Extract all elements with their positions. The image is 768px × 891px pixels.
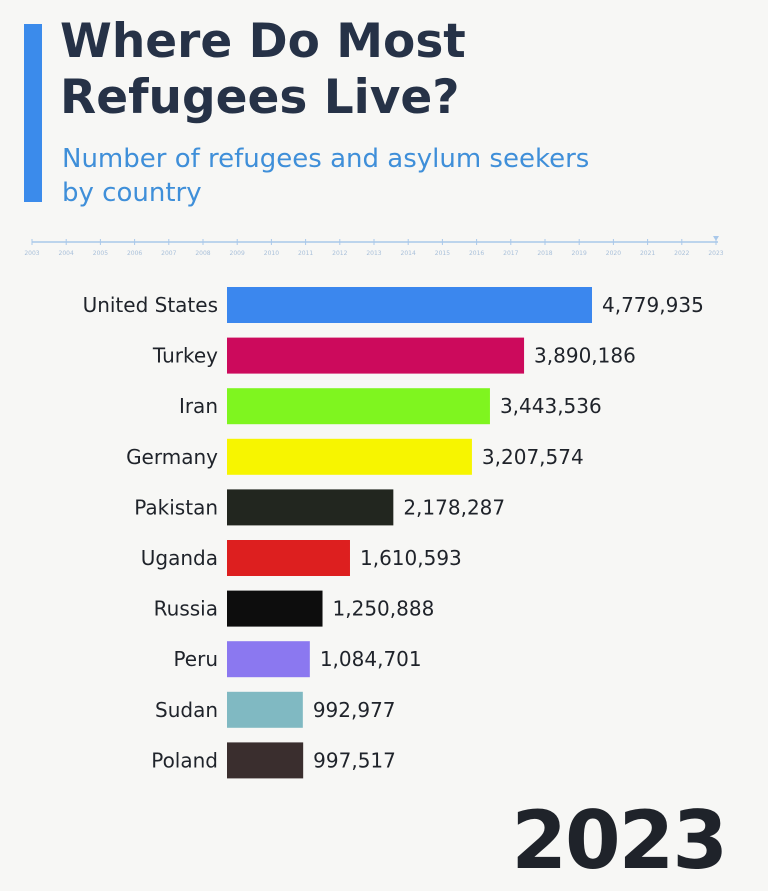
value-label: 2,178,287 xyxy=(403,495,505,519)
timeline-year-label: 2020 xyxy=(606,250,621,257)
value-label: 1,084,701 xyxy=(320,647,422,671)
category-label: Germany xyxy=(126,445,218,469)
timeline-ticks: 2003 2004 2005 2006 2007 2008 2009 2010 2011 2012… xyxy=(24,236,724,257)
timeline-year-label: 2019 xyxy=(572,250,587,257)
timeline-year-label: 2023 xyxy=(708,250,723,257)
value-label: 997,517 xyxy=(313,748,396,772)
timeline-year-label: 2005 xyxy=(93,250,108,257)
bars: United States 4,779,935 Turkey 3,890,186 Ira… xyxy=(83,287,704,779)
value-label: 992,977 xyxy=(313,698,396,722)
timeline-year-label: 2021 xyxy=(640,250,655,257)
timeline-year-label: 2013 xyxy=(366,250,381,257)
timeline-year-label: 2014 xyxy=(401,250,416,257)
chart-subtitle-line-1: Number of refugees and asylum seekers xyxy=(62,144,590,174)
timeline: 2003 2004 2005 2006 2007 2008 2009 2010 2011 2012… xyxy=(24,236,724,257)
year-label: 2023 xyxy=(511,794,728,887)
timeline-year-label: 2017 xyxy=(503,250,518,257)
category-label: Uganda xyxy=(141,546,218,570)
value-label: 3,890,186 xyxy=(534,344,636,368)
bar xyxy=(227,489,394,526)
timeline-year-label: 2016 xyxy=(469,250,484,257)
bar xyxy=(227,641,310,678)
bar xyxy=(227,590,323,627)
timeline-year-label: 2006 xyxy=(127,250,142,257)
timeline-year-label: 2003 xyxy=(24,250,39,257)
value-label: 3,443,536 xyxy=(500,394,602,418)
category-label: Poland xyxy=(151,748,218,772)
category-label: United States xyxy=(83,293,218,317)
value-label: 3,207,574 xyxy=(482,445,584,469)
timeline-year-label: 2008 xyxy=(195,250,210,257)
chart-title-line-1: Where Do Most xyxy=(60,14,466,69)
chart-title-line-2: Refugees Live? xyxy=(60,70,460,125)
bar xyxy=(227,742,304,779)
category-label: Russia xyxy=(154,597,218,621)
timeline-year-label: 2009 xyxy=(230,250,245,257)
chart-subtitle-line-2: by country xyxy=(62,178,202,208)
value-label: 4,779,935 xyxy=(602,293,704,317)
timeline-year-label: 2011 xyxy=(298,250,313,257)
bar xyxy=(227,438,472,475)
bar xyxy=(227,540,350,576)
chart-title: Where Do Most Refugees Live? xyxy=(60,14,660,126)
timeline-year-label: 2018 xyxy=(537,250,552,257)
bar xyxy=(227,388,490,425)
bar-chart: United States 4,779,935 Turkey 3,890,186 Ira… xyxy=(83,287,704,779)
bar xyxy=(227,287,592,323)
category-label: Iran xyxy=(179,394,218,418)
timeline-year-label: 2004 xyxy=(59,250,74,257)
category-label: Pakistan xyxy=(134,495,218,519)
timeline-year-label: 2015 xyxy=(435,250,450,257)
timeline-year-label: 2010 xyxy=(264,250,279,257)
timeline-year-label: 2022 xyxy=(674,250,689,257)
accent-bar xyxy=(24,24,42,202)
timeline-current-marker xyxy=(713,236,719,241)
category-label: Sudan xyxy=(155,698,218,722)
bar xyxy=(227,337,525,374)
value-label: 1,610,593 xyxy=(360,546,462,570)
bar xyxy=(227,691,303,728)
category-label: Peru xyxy=(173,647,218,671)
timeline-year-label: 2007 xyxy=(161,250,176,257)
chart-subtitle: Number of refugees and asylum seekers by… xyxy=(62,142,682,210)
timeline-year-label: 2012 xyxy=(332,250,347,257)
category-label: Turkey xyxy=(152,344,218,368)
value-label: 1,250,888 xyxy=(333,597,435,621)
